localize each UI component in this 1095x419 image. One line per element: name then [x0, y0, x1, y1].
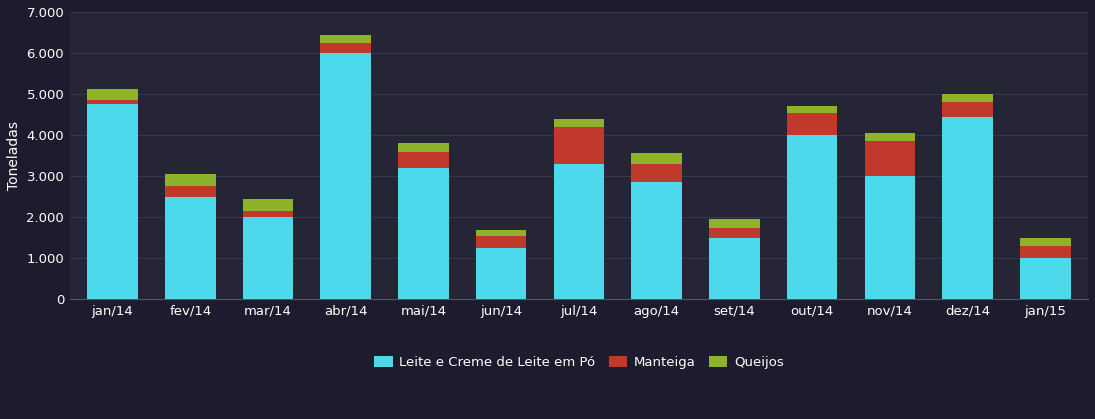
Bar — [165, 186, 216, 197]
Bar — [865, 133, 915, 141]
Bar — [476, 248, 527, 299]
Bar — [787, 106, 838, 113]
Bar — [243, 217, 293, 299]
Y-axis label: Toneladas: Toneladas — [7, 121, 21, 190]
Bar — [399, 152, 449, 168]
Bar — [787, 135, 838, 299]
Bar — [1021, 258, 1071, 299]
Bar — [399, 168, 449, 299]
Bar — [943, 94, 993, 102]
Bar — [88, 100, 138, 104]
Bar — [787, 113, 838, 135]
Bar — [943, 102, 993, 116]
Bar — [1021, 238, 1071, 246]
Bar — [554, 127, 604, 164]
Bar — [1021, 246, 1071, 258]
Bar — [88, 104, 138, 299]
Bar — [865, 141, 915, 176]
Bar — [165, 197, 216, 299]
Bar — [243, 211, 293, 217]
Bar — [632, 164, 682, 182]
Bar — [710, 219, 760, 228]
Bar — [321, 34, 371, 43]
Legend: Leite e Creme de Leite em Pó, Manteiga, Queijos: Leite e Creme de Leite em Pó, Manteiga, … — [370, 352, 787, 373]
Bar — [632, 153, 682, 164]
Bar — [243, 199, 293, 211]
Bar — [632, 182, 682, 299]
Bar — [865, 176, 915, 299]
Bar — [321, 53, 371, 299]
Bar — [943, 116, 993, 299]
Bar — [476, 236, 527, 248]
Bar — [554, 164, 604, 299]
Bar — [710, 228, 760, 238]
Bar — [476, 230, 527, 236]
Bar — [88, 89, 138, 100]
Bar — [554, 119, 604, 127]
Bar — [399, 143, 449, 152]
Bar — [710, 238, 760, 299]
Bar — [165, 174, 216, 186]
Bar — [321, 43, 371, 53]
